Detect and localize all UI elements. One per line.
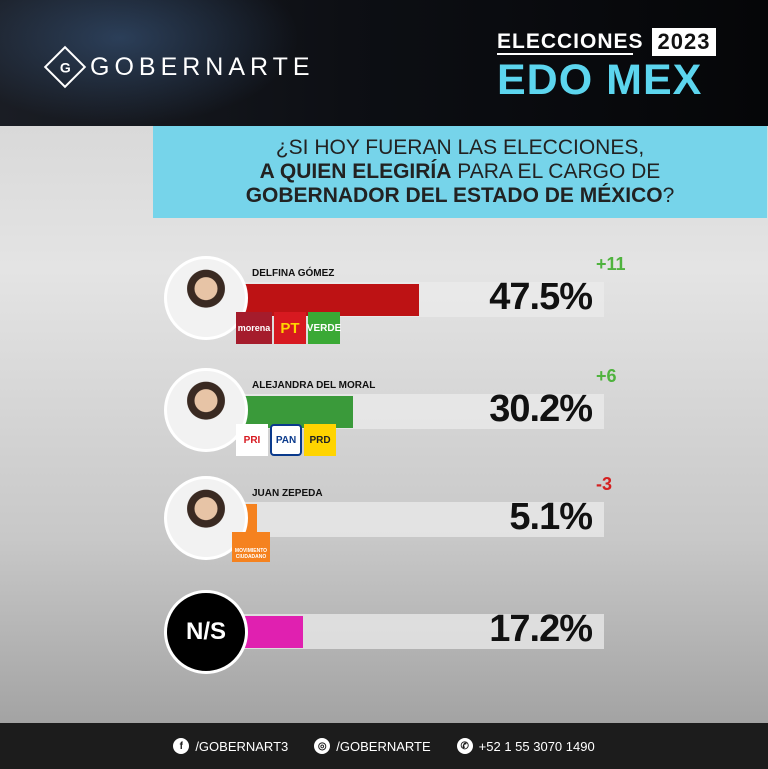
vote-bar <box>238 616 303 648</box>
footer: f /GOBERNART3 ◎ /GOBERNARTE ✆ +52 1 55 3… <box>0 723 768 769</box>
footer-whatsapp[interactable]: ✆ +52 1 55 3070 1490 <box>456 738 595 754</box>
party-logo: morena <box>236 312 272 344</box>
whatsapp-icon: ✆ <box>456 738 473 754</box>
brand-mark-letter: G <box>59 58 71 75</box>
party-logos: MOVIMIENTO CIUDADANO <box>232 532 270 562</box>
whatsapp-number: +52 1 55 3070 1490 <box>478 738 595 754</box>
question-line-2b: ELEGIRÍA <box>352 160 452 183</box>
party-logo: PRD <box>304 424 336 456</box>
no-answer-badge: N/S <box>164 590 248 674</box>
question-line-2: A QUIEN ELEGIRÍA PARA EL CARGO DE <box>153 160 767 184</box>
heading-divider <box>497 53 633 55</box>
facebook-icon: f <box>173 738 190 754</box>
candidate-photo <box>164 256 248 340</box>
candidate-name: JUAN ZEPEDA <box>252 488 323 499</box>
candidate-name: ALEJANDRA DEL MORAL <box>252 380 376 391</box>
poll-question: ¿SI HOY FUERAN LAS ELECCIONES, A QUIEN E… <box>153 126 767 218</box>
footer-facebook[interactable]: f /GOBERNART3 <box>173 738 288 754</box>
candidate-name: DELFINA GÓMEZ <box>252 268 335 279</box>
header-glow <box>0 0 300 126</box>
vote-bar <box>238 396 353 428</box>
instagram-icon: ◎ <box>314 738 331 754</box>
vote-percentage: 5.1% <box>509 496 593 538</box>
instagram-handle: /GOBERNARTE <box>336 738 431 754</box>
vote-change: +11 <box>596 254 626 274</box>
election-label: ELECCIONES <box>497 30 644 53</box>
header: G GOBERNARTE ELECCIONES 2023 EDO MEX <box>0 0 768 126</box>
state-title: EDO MEX <box>497 56 703 104</box>
vote-change: -3 <box>596 474 613 494</box>
brand-mark-icon: G <box>43 45 87 89</box>
party-logo: MOVIMIENTO CIUDADANO <box>232 532 270 562</box>
party-logo: VERDE <box>307 312 341 344</box>
question-line-3a: GOBERNADOR DEL ESTADO DE MÉXICO <box>245 184 663 207</box>
party-logos: morena PT VERDE <box>236 312 341 344</box>
question-line-3b: ? <box>662 184 675 207</box>
facebook-handle: /GOBERNART3 <box>195 738 289 754</box>
vote-percentage: 47.5% <box>489 276 593 318</box>
party-logo: PAN <box>270 424 302 456</box>
vote-change: +6 <box>596 366 617 386</box>
question-line-1: ¿SI HOY FUERAN LAS ELECCIONES, <box>275 136 645 159</box>
brand-name: GOBERNARTE <box>90 52 315 81</box>
party-logos: PRI PAN PRD <box>236 424 336 456</box>
footer-instagram[interactable]: ◎ /GOBERNARTE <box>314 738 431 754</box>
party-logo: PT <box>274 312 306 344</box>
question-line-3: GOBERNADOR DEL ESTADO DE MÉXICO? <box>153 184 767 208</box>
vote-percentage: 17.2% <box>489 608 593 650</box>
election-heading: ELECCIONES 2023 <box>497 28 717 56</box>
party-logo: PRI <box>236 424 268 456</box>
bar-track <box>238 502 604 537</box>
question-line-2c: PARA EL CARGO DE <box>451 160 661 183</box>
question-line-2a: A QUIEN <box>259 160 353 183</box>
candidate-photo <box>164 368 248 452</box>
brand-logo: G GOBERNARTE <box>43 45 315 89</box>
vote-percentage: 30.2% <box>489 388 593 430</box>
election-year: 2023 <box>651 28 717 56</box>
vote-bar <box>238 284 419 316</box>
